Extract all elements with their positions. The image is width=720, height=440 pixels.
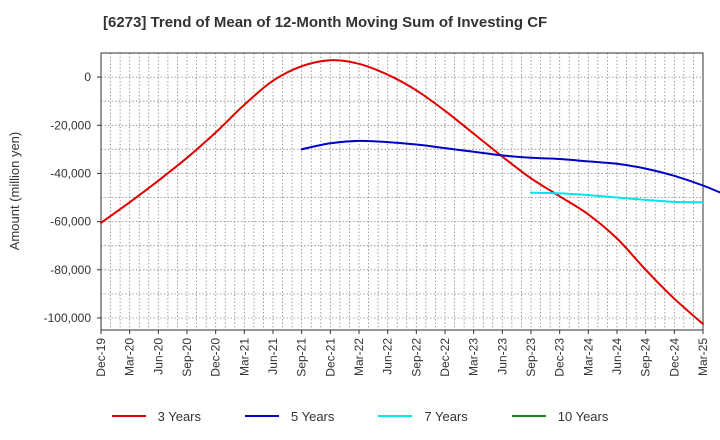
plot-area [101, 53, 703, 330]
series-line-3-years [100, 59, 704, 325]
x-tick-label: Jun-22 [381, 338, 395, 375]
x-tick-label: Dec-23 [553, 338, 567, 377]
legend: 3 Years 5 Years 7 Years 10 Years [0, 406, 720, 426]
y-tick-label: -20,000 [50, 118, 91, 132]
legend-swatch [378, 415, 413, 417]
legend-item-7-years: 7 Years [378, 408, 468, 424]
y-axis: 0 -20,000 -40,000 -60,000 -80,000 -100,000 [44, 70, 101, 325]
x-tick-label: Jun-24 [610, 338, 624, 375]
x-tick-label: Mar-22 [352, 338, 366, 376]
x-tick-label: Mar-23 [467, 338, 481, 376]
legend-swatch [245, 415, 279, 417]
legend-swatch [511, 415, 546, 417]
x-axis: Dec-19 Mar-20 Jun-20 Sep-20 Dec-20 Mar-21 Jun-… [94, 330, 710, 377]
series-line-7-years [530, 191, 704, 204]
legend-label: 3 Years [157, 408, 201, 424]
y-tick-label: -40,000 [50, 166, 91, 180]
series-line-5-years [300, 139, 720, 194]
x-tick-label: Sep-23 [524, 338, 538, 377]
x-tick-label: Mar-21 [237, 338, 251, 376]
legend-label: 7 Years [424, 408, 468, 424]
legend-label: 10 Years [557, 408, 609, 424]
legend-item-5-years: 5 Years [245, 409, 334, 424]
x-tick-label: Dec-22 [438, 338, 452, 377]
x-tick-label: Sep-20 [180, 338, 194, 377]
x-tick-label: Dec-20 [209, 338, 223, 377]
x-tick-label: Dec-21 [323, 338, 337, 377]
y-axis-title: Amount (million yen) [7, 132, 22, 251]
x-tick-label: Jun-21 [266, 338, 280, 375]
y-tick-label: 0 [84, 70, 91, 84]
x-tick-label: Sep-21 [295, 338, 309, 377]
grid [101, 53, 703, 330]
x-tick-label: Mar-20 [123, 338, 137, 376]
x-tick-label: Jun-20 [151, 338, 165, 375]
legend-item-3-years: 3 Years [111, 408, 201, 424]
x-tick-label: Dec-19 [94, 338, 108, 377]
legend-item-10-years: 10 Years [511, 408, 609, 424]
y-tick-label: -80,000 [50, 263, 91, 277]
y-tick-label: -100,000 [44, 311, 92, 325]
legend-swatch [111, 415, 146, 417]
x-tick-label: Dec-24 [667, 338, 681, 377]
x-tick-label: Jun-23 [495, 338, 509, 375]
x-tick-label: Sep-24 [639, 338, 653, 377]
chart-title: [6273] Trend of Mean of 12-Month Moving … [103, 14, 548, 31]
x-tick-label: Mar-25 [696, 338, 710, 376]
x-tick-label: Sep-22 [409, 338, 423, 377]
plot-frame [100, 52, 704, 331]
legend-label: 5 Years [291, 408, 335, 424]
series [100, 59, 720, 325]
x-tick-label: Mar-24 [581, 338, 595, 376]
y-tick-label: -60,000 [50, 215, 91, 229]
